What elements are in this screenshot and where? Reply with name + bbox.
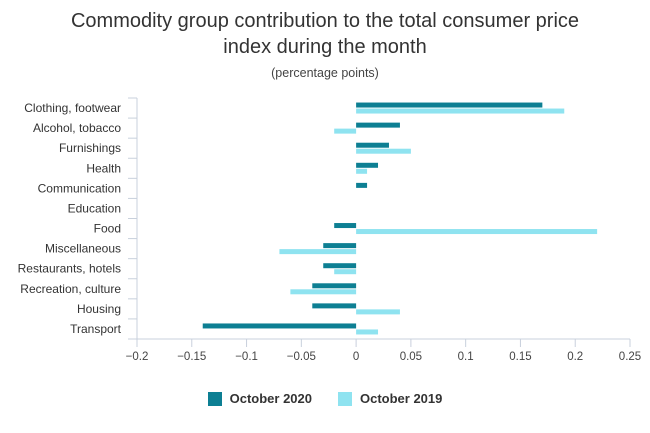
bar-october-2019 xyxy=(334,269,357,275)
bar-october-2020 xyxy=(356,182,368,188)
category-label: Transport xyxy=(70,322,122,336)
category-label: Health xyxy=(86,161,121,175)
category-label: Recreation, culture xyxy=(20,282,121,296)
legend-swatch xyxy=(207,391,222,406)
x-tick-label: 0.05 xyxy=(400,351,422,363)
bar-october-2020 xyxy=(356,102,543,108)
x-tick-label: 0.25 xyxy=(619,351,641,363)
bar-october-2019 xyxy=(356,229,598,235)
chart-subtitle: (percentage points) xyxy=(271,66,379,80)
bar-october-2019 xyxy=(334,128,357,134)
x-tick-label: −0.2 xyxy=(126,351,149,363)
bar-october-2020 xyxy=(356,162,379,168)
bar-october-2020 xyxy=(312,303,357,309)
bar-october-2019 xyxy=(356,329,379,335)
bar-october-2019 xyxy=(279,249,357,255)
bar-october-2019 xyxy=(356,108,565,114)
category-label: Alcohol, tobacco xyxy=(33,121,121,135)
legend: October 2020 October 2019 xyxy=(0,391,650,406)
bar-october-2019 xyxy=(356,309,400,315)
category-label: Furnishings xyxy=(59,141,121,155)
legend-item[interactable]: October 2020 xyxy=(207,391,312,406)
category-label: Miscellaneous xyxy=(45,242,121,256)
x-tick-label: 0.1 xyxy=(458,351,474,363)
chart-title: Commodity group contribution to the tota… xyxy=(70,10,580,58)
category-label: Food xyxy=(94,222,121,236)
legend-label: October 2019 xyxy=(360,391,443,406)
bar-october-2020 xyxy=(356,142,389,148)
bar-october-2019 xyxy=(356,148,411,154)
x-tick-label: 0 xyxy=(353,351,359,363)
x-tick-label: −0.05 xyxy=(287,351,316,363)
bar-october-2019 xyxy=(356,168,368,174)
x-tick-label: 0.15 xyxy=(509,351,531,363)
x-tick-label: 0.2 xyxy=(567,351,583,363)
category-label: Education xyxy=(68,201,121,215)
bar-october-2020 xyxy=(323,263,357,269)
bar-october-2020 xyxy=(202,323,357,329)
x-tick-label: −0.1 xyxy=(235,351,258,363)
category-label: Restaurants, hotels xyxy=(18,262,121,276)
x-tick-label: −0.15 xyxy=(177,351,206,363)
legend-item[interactable]: October 2019 xyxy=(338,391,442,406)
bar-october-2020 xyxy=(356,122,400,128)
category-label: Housing xyxy=(77,302,121,316)
category-label: Clothing, footwear xyxy=(24,101,121,115)
bar-october-2020 xyxy=(334,223,357,229)
legend-swatch xyxy=(338,391,352,406)
bar-october-2019 xyxy=(290,289,357,295)
bar-october-2020 xyxy=(323,243,357,249)
bar-october-2020 xyxy=(312,283,357,289)
legend-label: October 2020 xyxy=(229,391,312,406)
category-label: Communication xyxy=(38,181,121,195)
